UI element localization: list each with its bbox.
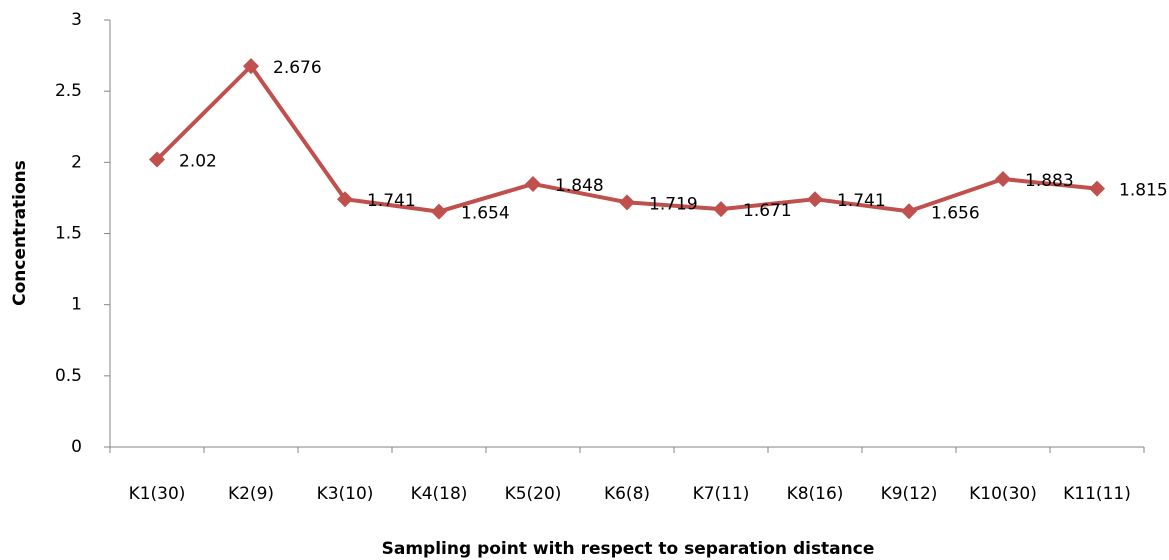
x-tick-label: K5(20) — [505, 484, 562, 504]
x-axis-label: Sampling point with respect to separatio… — [382, 539, 875, 559]
marker — [807, 191, 823, 208]
data-label: 1.815 — [1119, 181, 1168, 201]
y-tick-label: 2.5 — [55, 81, 82, 101]
data-label: 1.671 — [743, 201, 792, 221]
data-label: 1.848 — [555, 176, 604, 196]
x-tick-label: K2(9) — [228, 484, 274, 504]
y-tick-label: 1.5 — [55, 224, 82, 244]
data-label: 1.883 — [1025, 171, 1074, 191]
marker — [525, 175, 541, 192]
x-tick-label: K4(18) — [411, 484, 468, 504]
y-tick-label: 2 — [71, 152, 82, 172]
data-label: 1.741 — [367, 191, 416, 211]
marker — [1089, 180, 1105, 197]
marker — [149, 151, 165, 168]
y-tick-label: 3 — [71, 10, 82, 30]
x-tick-label: K10(30) — [969, 484, 1037, 504]
marker — [619, 194, 635, 211]
marker — [431, 203, 447, 220]
line — [155, 64, 1098, 214]
data-label: 1.656 — [931, 203, 980, 223]
x-tick-label: K9(12) — [881, 484, 938, 504]
data-label: 1.654 — [461, 204, 510, 224]
y-tick-label: 1 — [71, 295, 82, 315]
y-axis-label: Concentrations — [10, 160, 30, 306]
x-tick-label: K7(11) — [693, 484, 750, 504]
marker — [995, 170, 1011, 187]
x-tick-label: K8(16) — [787, 484, 844, 504]
data-label: 1.741 — [837, 191, 886, 211]
marker — [713, 201, 729, 218]
y-tick-label: 0.5 — [55, 366, 82, 386]
data-label: 2.02 — [179, 151, 217, 171]
marker — [901, 203, 917, 220]
x-tick-label: K6(8) — [604, 484, 650, 504]
marker — [337, 191, 353, 208]
x-tick-label: K3(10) — [317, 484, 374, 504]
x-tick-label: K11(11) — [1063, 484, 1131, 504]
data-label: 2.676 — [273, 58, 322, 78]
x-tick-label: K1(30) — [129, 484, 186, 504]
y-tick-label: 0 — [71, 437, 82, 457]
data-label: 1.719 — [649, 194, 698, 214]
marker — [243, 58, 259, 75]
